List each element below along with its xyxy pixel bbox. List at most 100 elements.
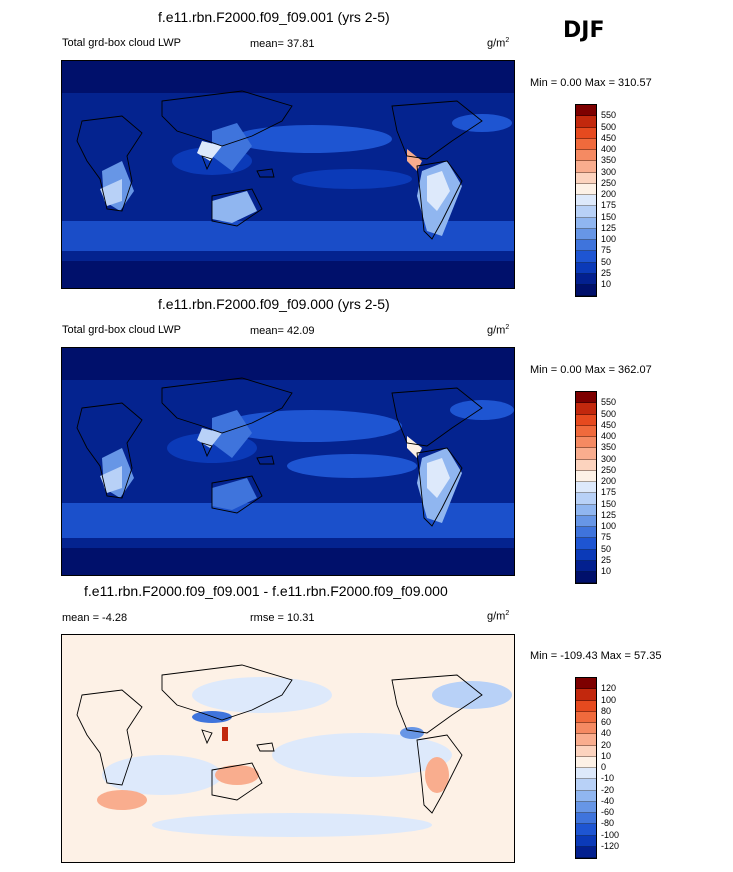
panel-2-mean: mean= 42.09 <box>250 325 315 337</box>
colorbar-label: 50 <box>601 256 612 267</box>
colorbar-label: -120 <box>601 840 620 851</box>
panel-3-mean: mean = -4.28 <box>62 612 128 624</box>
colorbar-swatch <box>576 756 596 768</box>
colorbar-swatch <box>576 813 596 825</box>
colorbar-swatch <box>576 127 596 139</box>
colorbar-swatch <box>576 560 596 572</box>
colorbar-swatch <box>576 161 596 173</box>
colorbar-swatch <box>576 217 596 229</box>
colorbar-swatch <box>576 538 596 550</box>
colorbar-swatch <box>576 504 596 516</box>
colorbar-label: -80 <box>601 818 615 829</box>
colorbar-label: 200 <box>601 476 617 486</box>
colorbar-label: 200 <box>601 189 617 199</box>
colorbar-swatch <box>576 116 596 128</box>
panel-2-map-field <box>62 348 514 575</box>
colorbar-swatch <box>576 273 596 285</box>
colorbar-swatch <box>576 846 596 858</box>
colorbar-label: 250 <box>601 464 617 475</box>
colorbar-label: 300 <box>601 453 617 464</box>
colorbar-label: 450 <box>601 419 617 430</box>
colorbar-swatch <box>576 824 596 836</box>
colorbar-swatch <box>576 515 596 527</box>
colorbar-swatch <box>576 527 596 539</box>
colorbar-swatch <box>576 228 596 240</box>
colorbar-swatch <box>576 801 596 813</box>
panel-3-map-field <box>62 635 514 862</box>
panel-3-title: f.e11.rbn.F2000.f09_f09.001 - f.e11.rbn.… <box>84 583 448 599</box>
panel-1-variable-label: Total grd-box cloud LWP <box>62 37 182 49</box>
panel-3-colorbar-swatches <box>575 677 597 859</box>
colorbar-swatch <box>576 172 596 184</box>
colorbar-label: 125 <box>601 509 617 520</box>
colorbar-label: 550 <box>601 397 617 408</box>
colorbar-swatch <box>576 285 596 297</box>
colorbar-swatch <box>576 240 596 252</box>
colorbar-swatch <box>576 689 596 701</box>
colorbar-label: -20 <box>601 784 615 795</box>
panel-1-map <box>61 60 515 289</box>
colorbar-swatch <box>576 700 596 712</box>
colorbar-label: 10 <box>601 750 612 761</box>
colorbar-label: -10 <box>601 773 615 784</box>
season-label: DJF <box>563 18 605 43</box>
panel-3-rmse: rmse = 10.31 <box>250 612 315 624</box>
colorbar-swatch <box>576 251 596 263</box>
colorbar-label: 60 <box>601 717 612 727</box>
colorbar-label: 25 <box>601 554 612 565</box>
colorbar-label: 20 <box>601 739 612 750</box>
panel-3-minmax: Min = -109.43 Max = 57.35 <box>530 650 662 662</box>
colorbar-label: 450 <box>601 132 617 143</box>
colorbar-label: 100 <box>601 694 617 705</box>
colorbar-swatch <box>576 195 596 207</box>
colorbar-label: 10 <box>601 279 612 289</box>
colorbar-label: 75 <box>601 245 612 256</box>
colorbar-swatch <box>576 779 596 791</box>
colorbar-swatch <box>576 723 596 735</box>
colorbar-label: 10 <box>601 566 612 576</box>
colorbar-label: 250 <box>601 177 617 188</box>
colorbar-swatch <box>576 448 596 460</box>
colorbar-label: 400 <box>601 144 617 154</box>
colorbar-swatch <box>576 734 596 746</box>
colorbar-label: 80 <box>601 705 612 716</box>
colorbar-label: 25 <box>601 267 612 278</box>
colorbar-label: -100 <box>601 829 620 840</box>
panel-1-title: f.e11.rbn.F2000.f09_f09.001 (yrs 2-5) <box>158 9 390 25</box>
colorbar-label: 150 <box>601 498 617 509</box>
colorbar-swatch <box>576 572 596 584</box>
colorbar-swatch <box>576 549 596 561</box>
colorbar-swatch <box>576 262 596 274</box>
colorbar-swatch <box>576 414 596 426</box>
colorbar-label: 0 <box>601 762 607 772</box>
colorbar-label: 500 <box>601 408 617 419</box>
colorbar-label: 350 <box>601 442 617 453</box>
colorbar-swatch <box>576 493 596 505</box>
colorbar-swatch <box>576 835 596 847</box>
colorbar-label: -40 <box>601 795 615 806</box>
colorbar-label: 120 <box>601 683 617 694</box>
colorbar-swatch <box>576 437 596 449</box>
colorbar-label: 150 <box>601 211 617 222</box>
colorbar-swatch <box>576 790 596 802</box>
panel-2-variable-label: Total grd-box cloud LWP <box>62 324 182 336</box>
panel-2-colorbar-swatches <box>575 391 597 585</box>
panel-1-colorbar-swatches <box>575 104 597 298</box>
colorbar-label: 75 <box>601 532 612 543</box>
colorbar-swatch <box>576 105 596 117</box>
colorbar-label: 125 <box>601 222 617 233</box>
colorbar-swatch <box>576 482 596 494</box>
colorbar-swatch <box>576 206 596 218</box>
colorbar-label: -60 <box>601 807 615 817</box>
colorbar-label: 500 <box>601 121 617 132</box>
colorbar-label: 40 <box>601 728 612 739</box>
colorbar-swatch <box>576 768 596 780</box>
colorbar-swatch <box>576 425 596 437</box>
panel-3-map <box>61 634 515 863</box>
panel-2-map <box>61 347 515 576</box>
colorbar-swatch <box>576 183 596 195</box>
colorbar-label: 175 <box>601 200 617 211</box>
panel-1-minmax: Min = 0.00 Max = 310.57 <box>530 77 652 89</box>
colorbar-label: 100 <box>601 234 617 244</box>
panel-1-map-field <box>62 61 514 288</box>
